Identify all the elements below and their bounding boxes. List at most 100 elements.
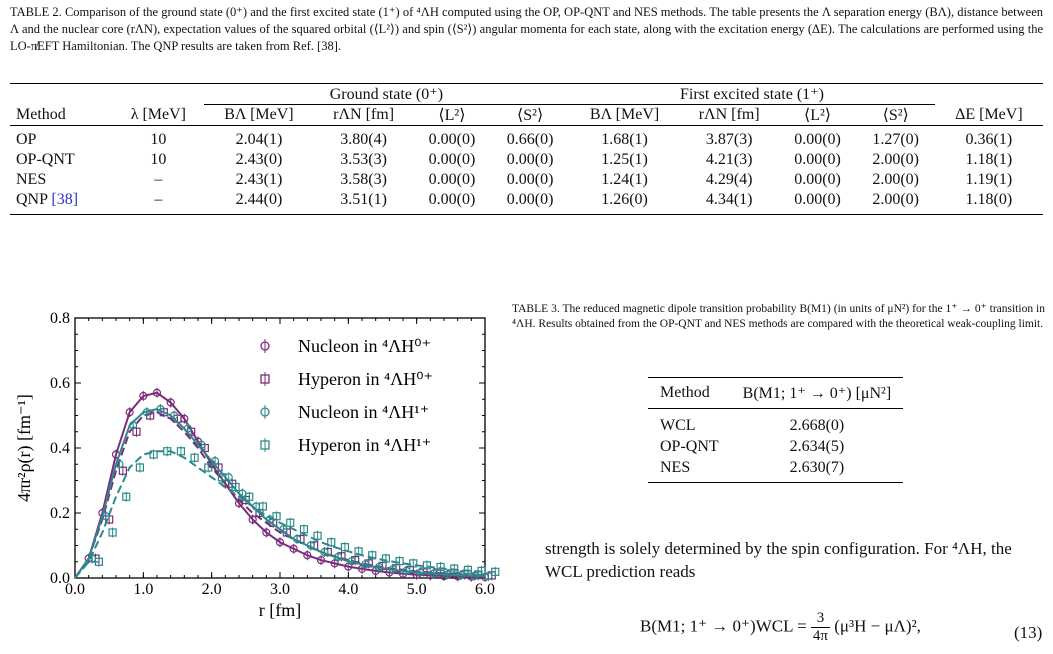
table-cell: 2.44(0) [235,191,283,208]
data-point [125,408,134,417]
data-point [436,562,445,572]
y-tick-label: 0.2 [50,505,70,522]
data-point [197,440,206,449]
y-axis-label: 4πr²ρ(r) [fm⁻¹] [14,394,35,502]
data-point [374,562,384,572]
equation-number: (13) [1014,623,1043,642]
data-point [190,453,199,462]
data-point [163,447,172,456]
table-cell: 0.00(0) [506,171,554,188]
data-point [347,557,356,566]
data-point [122,492,131,501]
table-row: OP 10 2.04(1) 3.80(4) 0.00(0) 0.66(0) 1.68(1) 3… [10,126,1043,151]
data-point [361,560,370,569]
data-point [149,450,158,459]
table-cell: 0.00(0) [794,151,841,168]
x-tick-label: 3.0 [270,581,290,598]
data-point [231,482,240,492]
data-point [217,473,227,482]
data-point [292,534,302,544]
header-cell: ⟨S²⟩ [517,107,544,124]
table-cell: 2.00(0) [872,171,919,188]
data-point [169,411,179,420]
header-cell: B(M1; 1⁺ → 0⁺) [μN²] [742,385,892,402]
data-point [316,556,326,565]
data-point [422,561,432,570]
density-chart: 0.0 1.0 2.0 3.0 4.0 5.0 6.0 0.0 0.2 0.4 0.6 0.8 r [f… [14,310,500,620]
table-cell: 4.29(4) [705,171,753,188]
data-point [275,538,285,547]
table-cell: NES [16,171,47,188]
table-cell: 10 [150,131,167,148]
data-point [176,447,186,456]
table-cell: 1.68(1) [601,131,648,148]
data-point [484,571,493,581]
x-tick-label: 0.0 [65,581,85,598]
table2: Ground state (0⁺) First excited state (1… [10,83,1043,215]
data-point [152,388,162,397]
citation-link[interactable]: [38] [51,191,79,208]
header-cell: λ [MeV] [130,105,186,123]
data-point [156,404,165,414]
table-row: NES – 2.43(1) 3.58(3) 0.00(0) 0.00(0) 1.24(1) 4… [10,170,1043,190]
data-point [313,531,322,540]
table-cell: 0.00(0) [506,151,554,168]
table-cell: 1.18(0) [965,191,1013,208]
header-cell: BΛ [MeV] [224,106,294,123]
equation-rhs: (μ³H − μΛ)², [834,616,921,636]
table-cell: 1.19(1) [965,171,1013,188]
fraction-numerator: 3 [810,610,830,628]
y-tick-label: 0.8 [50,310,70,327]
x-tick-label: 2.0 [202,581,222,598]
data-point [115,460,124,469]
header-cell: ΔE [MeV] [955,105,1023,123]
table-cell: 10 [150,151,167,168]
x-tick-label: 1.0 [133,581,153,598]
data-point [258,502,268,511]
table-cell: 0.00(0) [428,171,476,188]
table-cell: OP [16,131,37,148]
data-point [303,551,312,560]
data-point [101,512,110,521]
header-cell: Method [660,384,710,401]
table-cell: 1.18(1) [965,151,1013,168]
data-point [128,421,138,430]
table-cell: 1.25(1) [601,151,648,168]
data-point [470,571,479,580]
data-point [272,512,281,521]
table-cell: WCL [660,416,696,434]
table-cell: 2.04(1) [235,131,283,148]
table-cell: 2.634(5) [789,437,845,455]
table-cell: 0.00(0) [794,191,841,208]
data-point [118,466,127,475]
data-point [289,544,298,553]
data-point [286,518,295,527]
table3: Method B(M1; 1⁺ → 0⁺) [μN²] WCL 2.668(0) … [648,377,904,483]
table-cell: 3.87(3) [705,131,753,148]
data-point [94,557,104,566]
header-cell: Method [16,105,66,123]
legend-entry: Nucleon in ⁴ΛH¹⁺ [298,402,429,422]
data-point [330,559,339,568]
table-cell: – [154,171,163,188]
header-cell: ⟨L²⟩ [803,107,832,124]
data-point [135,463,145,472]
table-cell: – [154,191,163,208]
table-cell: 2.00(0) [872,191,919,208]
table-cell: 2.43(1) [235,171,283,188]
data-point [320,547,329,557]
table-row: OP-QNT 10 2.43(0) 3.53(3) 0.00(0) 0.00(0) 1.25… [10,150,1043,170]
data-point [477,566,486,575]
table-cell: 2.668(0) [789,416,845,434]
data-point [388,565,397,574]
table-cell: 3.51(1) [340,191,387,208]
table-cell: 0.00(0) [794,131,841,148]
data-point [450,564,459,573]
data-point [443,570,452,579]
header-cell: BΛ [MeV] [589,106,660,123]
data-point [166,398,175,407]
table-cell: 1.26(0) [601,191,648,208]
data-point [327,538,336,547]
legend-marker [260,407,270,417]
header-cell: rΛN [fm] [333,106,395,123]
